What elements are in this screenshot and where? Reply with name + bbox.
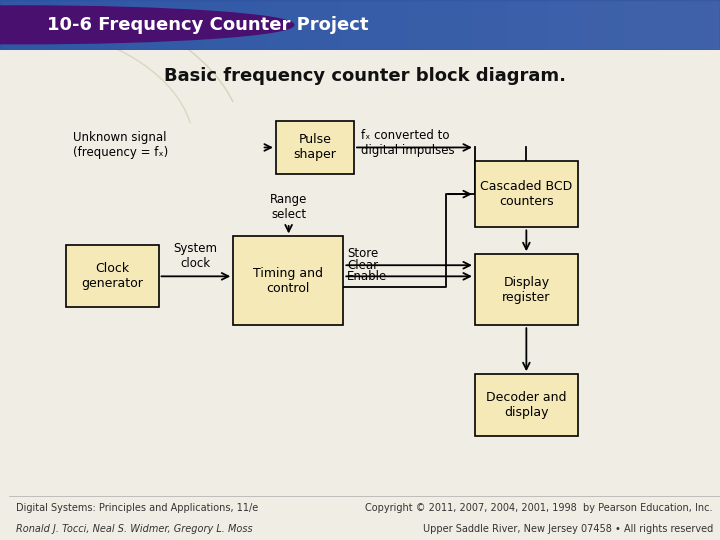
Text: Pulse
shaper: Pulse shaper [294, 133, 336, 161]
FancyBboxPatch shape [276, 121, 354, 174]
Text: Digital Systems: Principles and Applications, 11/e: Digital Systems: Principles and Applicat… [17, 503, 258, 513]
Text: Enable: Enable [347, 270, 387, 283]
Text: Ronald J. Tocci, Neal S. Widmer, Gregory L. Moss: Ronald J. Tocci, Neal S. Widmer, Gregory… [17, 523, 253, 534]
Circle shape [0, 6, 294, 44]
Text: Unknown signal
(frequency = fₓ): Unknown signal (frequency = fₓ) [73, 131, 168, 159]
Text: Clock
generator: Clock generator [81, 262, 143, 291]
FancyBboxPatch shape [474, 374, 578, 436]
Text: Upper Saddle River, New Jersey 07458 • All rights reserved: Upper Saddle River, New Jersey 07458 • A… [423, 523, 713, 534]
FancyBboxPatch shape [474, 254, 578, 325]
Text: Clear: Clear [347, 259, 378, 272]
Text: System
clock: System clock [174, 242, 217, 269]
Text: Store: Store [347, 247, 378, 260]
FancyBboxPatch shape [474, 161, 578, 227]
Text: Cascaded BCD
counters: Cascaded BCD counters [480, 180, 572, 208]
Text: fₓ converted to
digital impulses: fₓ converted to digital impulses [361, 129, 455, 157]
FancyBboxPatch shape [66, 245, 158, 307]
Text: Range
select: Range select [270, 193, 307, 221]
Text: Basic frequency counter block diagram.: Basic frequency counter block diagram. [163, 68, 566, 85]
FancyBboxPatch shape [233, 237, 343, 325]
Text: Copyright © 2011, 2007, 2004, 2001, 1998  by Pearson Education, Inc.: Copyright © 2011, 2007, 2004, 2001, 1998… [365, 503, 713, 513]
Text: 10-6 Frequency Counter Project: 10-6 Frequency Counter Project [47, 16, 369, 34]
Text: Timing and
control: Timing and control [253, 267, 323, 295]
Text: Decoder and
display: Decoder and display [486, 391, 567, 419]
Text: Display
register: Display register [502, 275, 551, 303]
